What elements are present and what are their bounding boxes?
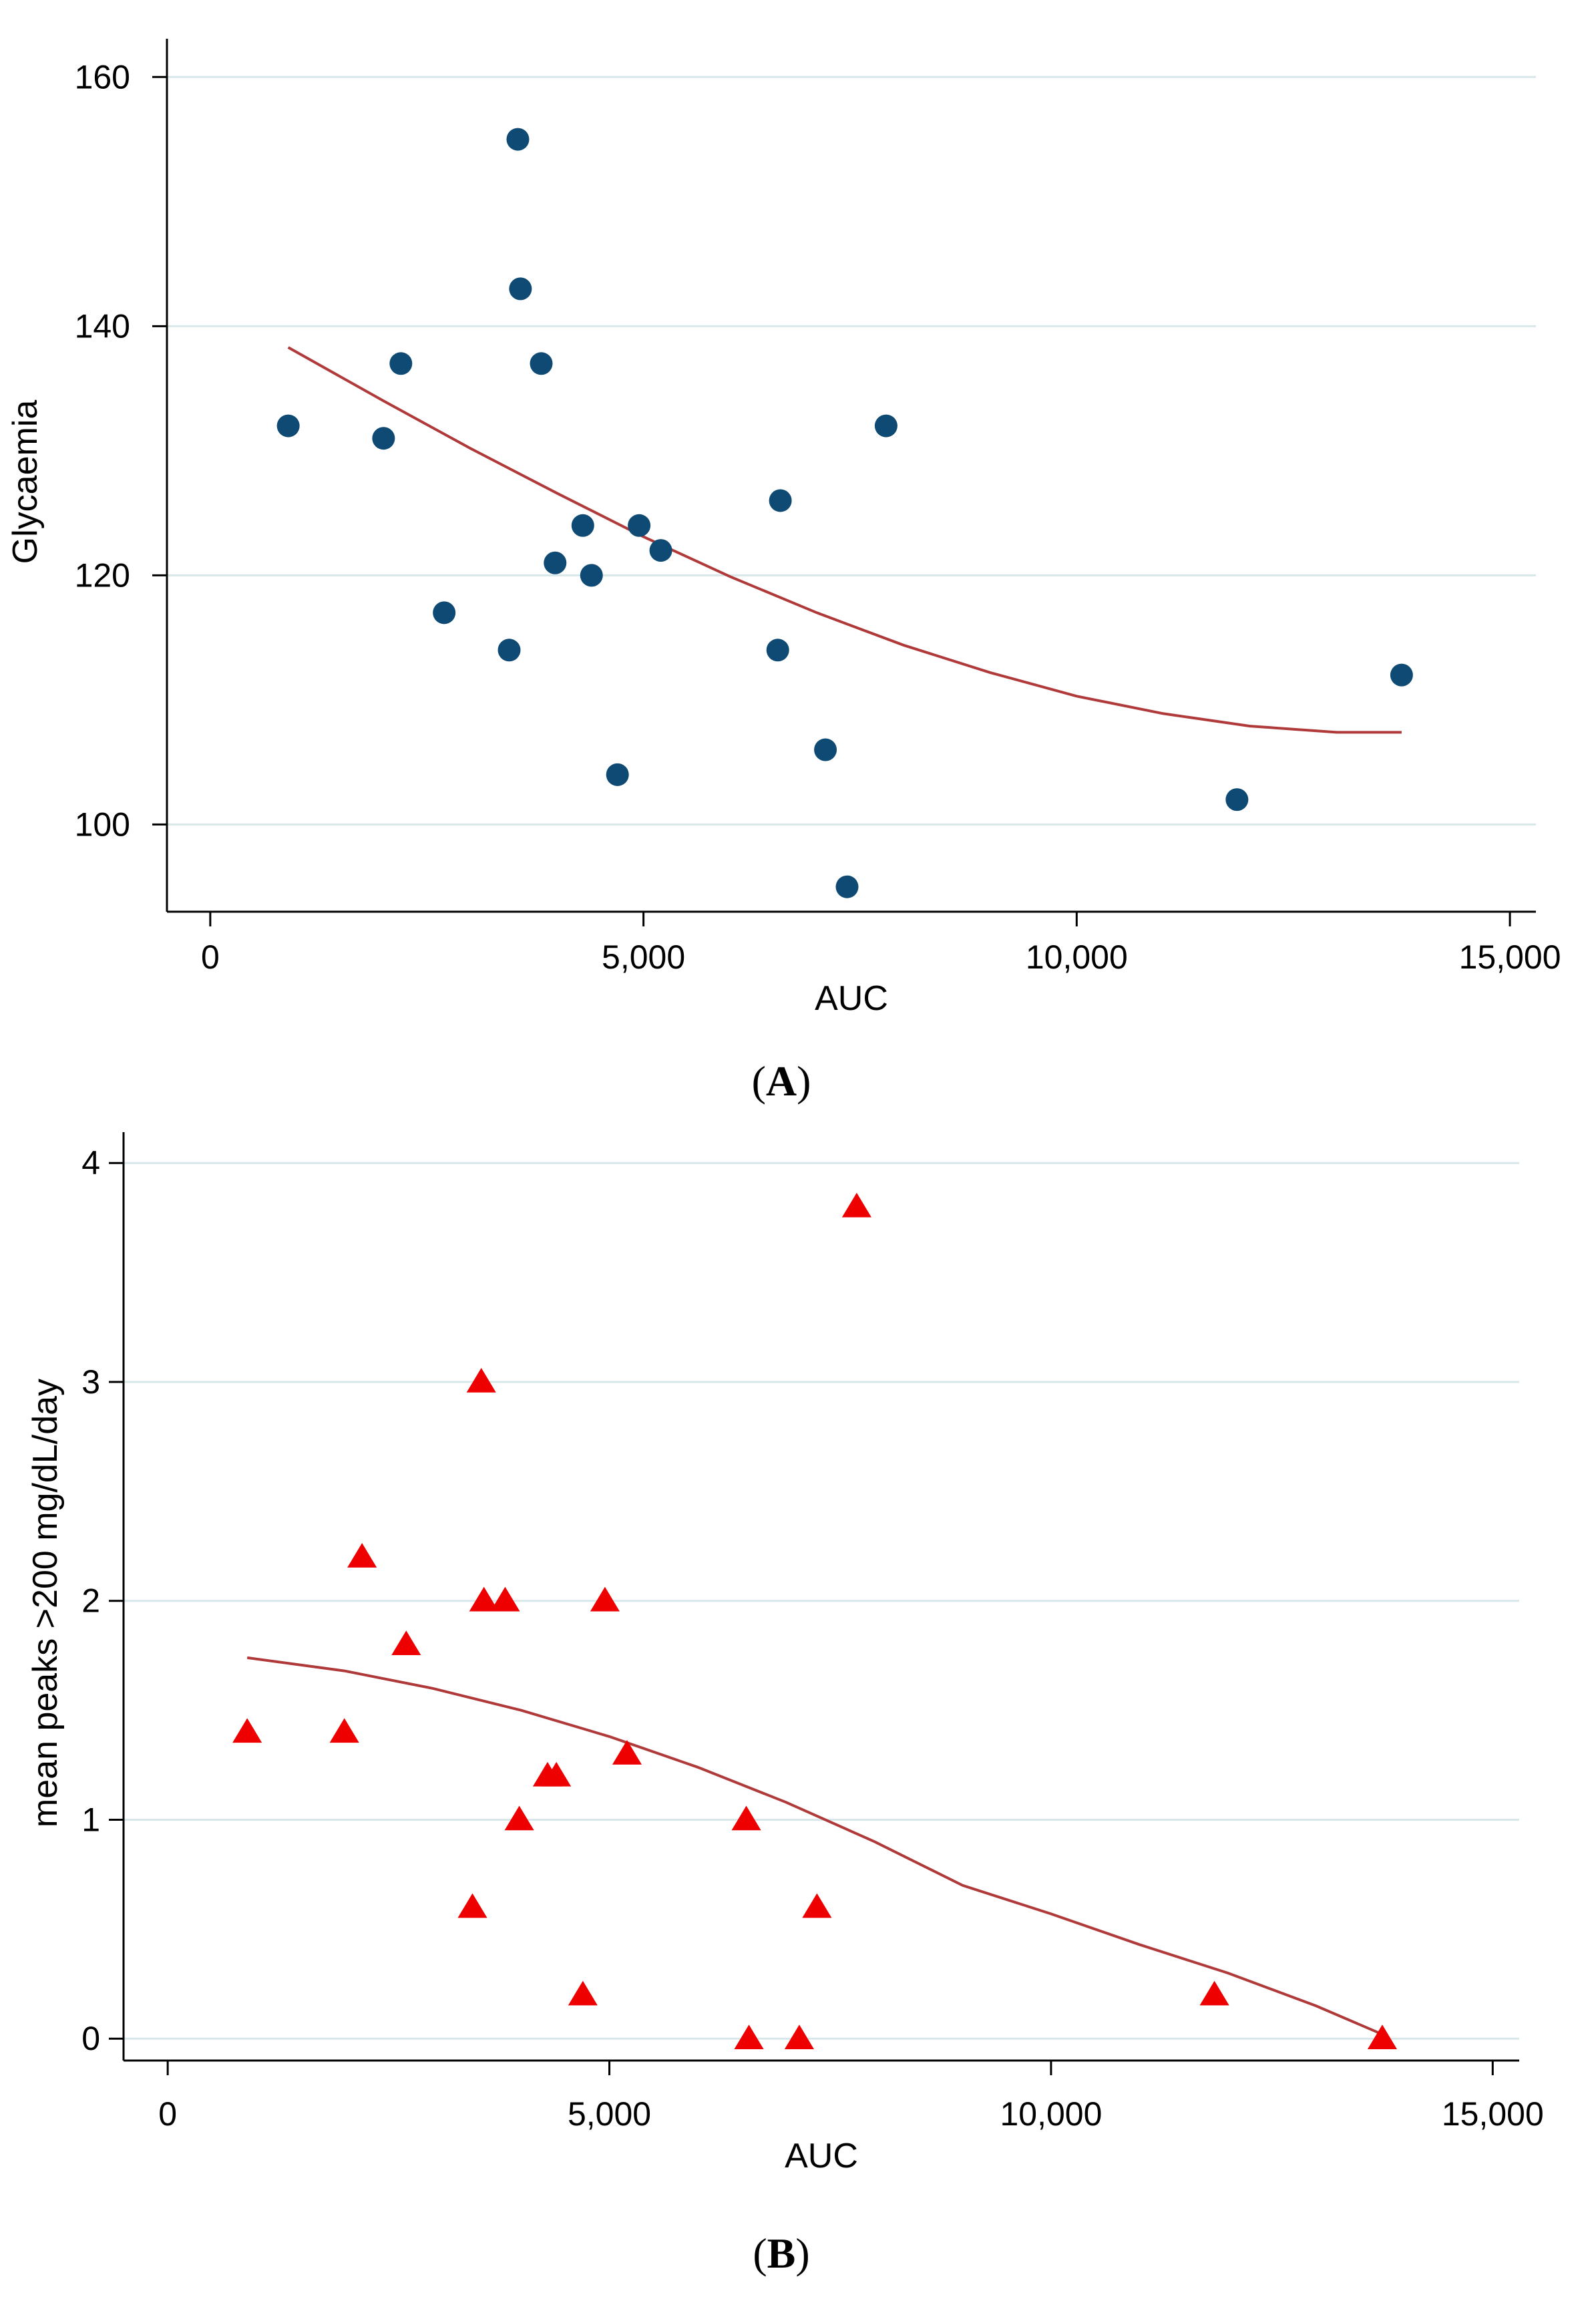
panel-b-y-axis-title: mean peaks >200 mg/dL/day — [26, 1379, 65, 1827]
panel-b-y-tick-label: 3 — [81, 1363, 100, 1401]
panel-a-y-tick-label: 160 — [75, 58, 130, 96]
panel-b-data-point — [490, 1586, 520, 1612]
panel-a-data-point — [606, 763, 629, 786]
panel-a-gridlines — [167, 75, 1536, 826]
panel-a-data-point — [649, 539, 672, 562]
panel-b-caption-letter: B — [767, 2230, 796, 2277]
panel-a-chart: 100 120 140 160 0 5,000 10,000 15,000 AUC Glyca… — [6, 39, 1561, 1105]
panel-a-data-point — [571, 514, 594, 537]
panel-b-x-tick-label: 10,000 — [1000, 2095, 1102, 2133]
panel-b-data-point — [1199, 1980, 1229, 2006]
panel-b-data-point — [542, 1761, 572, 1787]
panel-b-ticks: 0 1 2 3 4 0 5,000 10,000 15,000 — [81, 1144, 1544, 2133]
panel-a-y-tick-label: 100 — [75, 806, 130, 843]
panel-b-y-tick-label: 4 — [81, 1144, 100, 1182]
panel-a-x-axis-title: AUC — [815, 979, 888, 1018]
panel-b-data-point — [734, 2024, 764, 2049]
panel-a-axes — [166, 39, 1536, 913]
panel-a-x-tick-label: 0 — [201, 938, 220, 976]
panel-a-data-point — [835, 875, 859, 898]
panel-b-data-point — [466, 1367, 496, 1393]
panel-a-x-tick-label: 15,000 — [1459, 938, 1561, 976]
panel-a-data-point — [276, 414, 300, 437]
panel-b-axes — [122, 1132, 1519, 2062]
panel-b-caption: (B) — [753, 2230, 809, 2277]
panel-a-y-tick-label: 120 — [75, 556, 130, 594]
panel-a-data-point — [509, 277, 532, 301]
panel-a-caption-letter: A — [766, 1057, 797, 1105]
panel-b-data-point — [612, 1740, 642, 1765]
panel-b-fit-curve — [246, 1656, 1383, 2036]
panel-b-chart: 0 1 2 3 4 0 5,000 10,000 15,000 AUC mean peaks >… — [26, 1132, 1544, 2277]
panel-a-points — [276, 128, 1413, 898]
panel-b-x-tick-label: 5,000 — [568, 2095, 651, 2133]
panel-a-data-point — [1225, 788, 1249, 812]
panel-b-x-tick-label: 15,000 — [1442, 2095, 1544, 2133]
panel-a-x-tick-label: 10,000 — [1026, 938, 1128, 976]
panel-a-data-point — [389, 352, 413, 375]
panel-a-data-point — [874, 414, 897, 437]
panel-a-data-point — [1390, 663, 1413, 687]
panel-b-data-point — [391, 1630, 421, 1656]
panel-b-x-axis-title: AUC — [785, 2137, 858, 2175]
panel-b-data-point — [802, 1893, 832, 1918]
panel-a-fit-curve — [287, 346, 1402, 734]
panel-a-data-point — [580, 564, 603, 587]
panel-a-y-tick-label: 140 — [75, 307, 130, 345]
panel-a-data-point — [506, 128, 530, 151]
panel-b-data-point — [590, 1586, 620, 1612]
panel-a-y-axis-title: Glycaemia — [6, 400, 45, 564]
panel-a-data-point — [814, 738, 837, 761]
panel-b-data-point — [457, 1893, 487, 1918]
panel-b-y-tick-label: 2 — [81, 1582, 100, 1620]
panel-b-data-point — [329, 1718, 359, 1743]
panel-b-y-tick-label: 1 — [81, 1801, 100, 1838]
panel-b-data-point — [1367, 2024, 1398, 2049]
panel-a-data-point — [766, 639, 789, 662]
panel-a-data-point — [628, 514, 651, 537]
panel-b-data-point — [784, 2024, 814, 2049]
panel-a-data-point — [544, 551, 567, 574]
panel-b-data-point — [469, 1586, 499, 1612]
panel-b-y-tick-label: 0 — [81, 2020, 100, 2057]
panel-a-caption: (A) — [752, 1057, 811, 1105]
panel-a-data-point — [769, 489, 792, 512]
panel-b-points — [232, 1192, 1398, 2049]
panel-b-data-point — [568, 1980, 598, 2006]
panel-a-ticks: 100 120 140 160 0 5,000 10,000 15,000 — [75, 58, 1561, 976]
panel-b-data-point — [347, 1543, 377, 1568]
panel-b-data-point — [841, 1192, 871, 1218]
panel-b-data-point — [232, 1718, 262, 1743]
panel-b-data-point — [504, 1805, 534, 1831]
panel-a-data-point — [497, 639, 521, 662]
panel-a-data-point — [530, 352, 553, 375]
panel-b-x-tick-label: 0 — [158, 2095, 177, 2133]
panel-a-data-point — [433, 601, 456, 625]
panel-b-data-point — [731, 1805, 761, 1831]
panel-a-data-point — [372, 427, 395, 450]
panel-b-gridlines — [124, 1162, 1519, 2040]
panel-a-x-tick-label: 5,000 — [602, 938, 685, 976]
